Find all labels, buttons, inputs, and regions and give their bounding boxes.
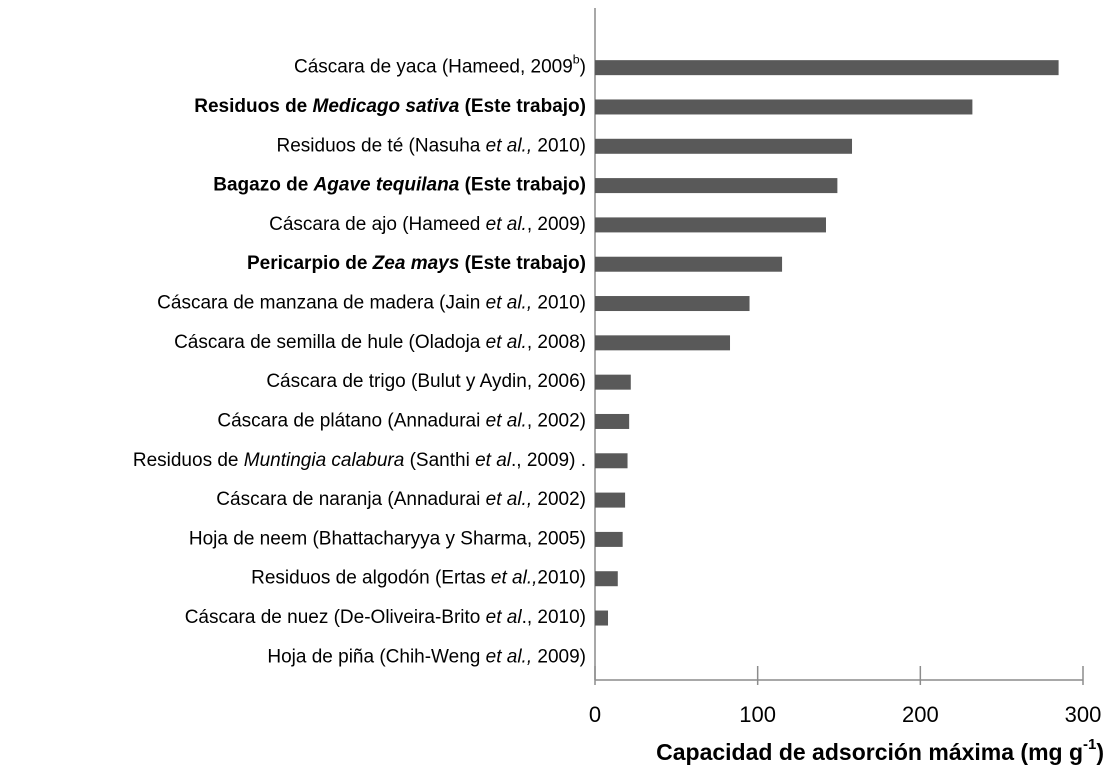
- bar: [595, 296, 750, 312]
- text-run: Cáscara de ajo (Hameed: [269, 214, 486, 235]
- text-run: Cáscara de semilla de hule (Oladoja: [174, 332, 486, 353]
- bar: [595, 610, 609, 626]
- text-run: et al.: [486, 332, 527, 353]
- text-run: Hoja de piña (Chih-Weng: [267, 646, 485, 667]
- text-run: , 2009): [527, 214, 586, 235]
- y-tick-label: Bagazo de Agave tequilana (Este trabajo): [213, 175, 586, 196]
- y-tick-label: Residuos de algodón (Ertas et al.,2010): [251, 568, 586, 589]
- y-tick-label: Residuos de Muntingia calabura (Santhi e…: [133, 450, 586, 471]
- text-run: (Este trabajo): [459, 253, 586, 274]
- text-run: Cáscara de naranja (Annadurai: [216, 489, 485, 510]
- y-tick-label: Hoja de piña (Chih-Weng et al., 2009): [267, 646, 586, 667]
- bar: [595, 335, 731, 351]
- y-tick-label: Cáscara de nuez (De-Oliveira-Brito et al…: [185, 607, 586, 628]
- bar: [595, 531, 623, 547]
- text-run: , 2002): [527, 410, 586, 431]
- bar: [595, 492, 626, 508]
- bar: [595, 453, 628, 469]
- y-tick-label: Residuos de Medicago sativa (Este trabaj…: [194, 96, 586, 117]
- bar: [595, 256, 783, 272]
- y-tick-label: Residuos de té (Nasuha et al., 2010): [277, 135, 586, 156]
- text-run: ): [1096, 739, 1104, 765]
- text-run: Medicago sativa: [313, 96, 460, 117]
- text-run: et al.,: [486, 646, 532, 667]
- text-run: et al.: [486, 410, 527, 431]
- text-run: ., 2010): [522, 607, 586, 628]
- y-tick-label: Cáscara de manzana de madera (Jain et al…: [157, 293, 586, 314]
- text-run: Cáscara de yaca (Hameed, 2009: [294, 57, 573, 78]
- y-tick-label: Cáscara de yaca (Hameed, 2009b): [294, 53, 586, 78]
- y-tick-label: Hoja de neem (Bhattacharyya y Sharma, 20…: [189, 528, 586, 549]
- y-tick-label: Cáscara de ajo (Hameed et al., 2009): [269, 214, 586, 235]
- bar: [595, 138, 853, 154]
- text-run: et al.,: [486, 293, 532, 314]
- y-tick-label: Pericarpio de Zea mays (Este trabajo): [247, 253, 586, 274]
- text-run: 2002): [532, 489, 586, 510]
- bar: [595, 178, 838, 194]
- text-run: Cáscara de manzana de madera (Jain: [157, 293, 485, 314]
- text-run: Residuos de algodón (Ertas: [251, 568, 491, 589]
- text-run: (Este trabajo): [459, 175, 586, 196]
- y-tick-label: Cáscara de naranja (Annadurai et al., 20…: [216, 489, 586, 510]
- text-run: 2009): [532, 646, 586, 667]
- text-run: Hoja de neem (Bhattacharyya y Sharma, 20…: [189, 528, 586, 549]
- y-tick-label: Cáscara de trigo (Bulut y Aydin, 2006): [266, 371, 586, 392]
- text-run: Agave tequilana: [313, 175, 460, 196]
- x-tick-label: 100: [739, 702, 776, 727]
- bar: [595, 217, 826, 233]
- text-run: Muntingia calabura: [244, 450, 405, 471]
- text-run: et al: [486, 607, 523, 628]
- text-run: ): [580, 57, 586, 78]
- text-run: 2010): [537, 568, 586, 589]
- bar: [595, 60, 1059, 76]
- text-run: Cáscara de trigo (Bulut y Aydin, 2006): [266, 371, 586, 392]
- text-run: et al.: [486, 214, 527, 235]
- text-run: 2010): [532, 293, 586, 314]
- text-run: et al.,: [486, 489, 532, 510]
- x-axis-title: Capacidad de adsorción máxima (mg g-1): [656, 736, 1104, 765]
- bar: [595, 413, 630, 429]
- text-run: (Este trabajo): [459, 96, 586, 117]
- text-run: ., 2009) .: [511, 450, 586, 471]
- text-run: b: [573, 53, 580, 67]
- x-tick-label: 200: [902, 702, 939, 727]
- text-run: Cáscara de plátano (Annadurai: [217, 410, 485, 431]
- x-tick-label: 300: [1065, 702, 1102, 727]
- text-run: (Santhi: [404, 450, 475, 471]
- y-tick-label: Cáscara de semilla de hule (Oladoja et a…: [174, 332, 586, 353]
- text-run: Cáscara de nuez (De-Oliveira-Brito: [185, 607, 486, 628]
- text-run: , 2008): [527, 332, 586, 353]
- text-run: Capacidad de adsorción máxima (mg g: [656, 739, 1083, 765]
- text-run: Residuos de: [133, 450, 244, 471]
- x-tick-label: 0: [589, 702, 601, 727]
- text-run: et al.,: [491, 568, 537, 589]
- text-run: Pericarpio de: [247, 253, 373, 274]
- text-run: -1: [1083, 736, 1096, 753]
- text-run: 2010): [532, 135, 586, 156]
- y-tick-label: Cáscara de plátano (Annadurai et al., 20…: [217, 410, 586, 431]
- text-run: Residuos de té (Nasuha: [277, 135, 486, 156]
- bar: [595, 99, 973, 115]
- text-run: Bagazo de: [213, 175, 313, 196]
- text-run: et al.,: [486, 135, 532, 156]
- bar: [595, 374, 631, 390]
- text-run: et al: [475, 450, 512, 471]
- bar: [595, 571, 618, 587]
- text-run: Residuos de: [194, 96, 312, 117]
- text-run: Zea mays: [372, 253, 460, 274]
